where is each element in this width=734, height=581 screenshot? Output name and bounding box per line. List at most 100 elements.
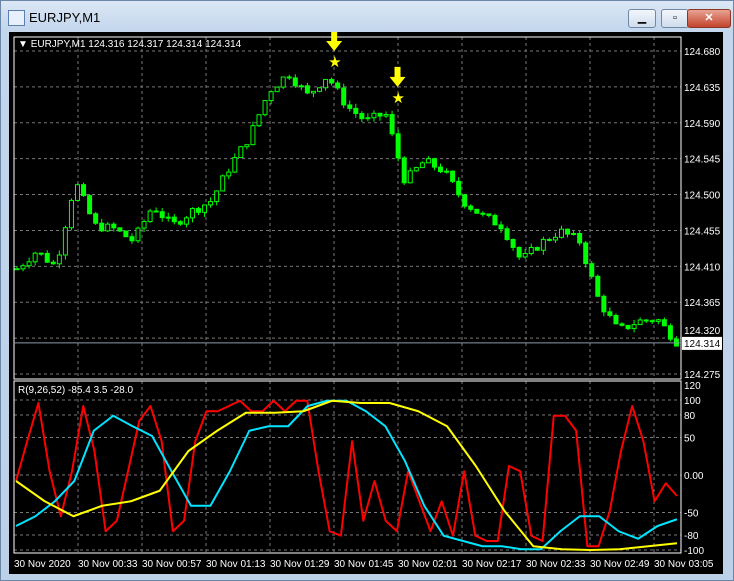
candle (250, 125, 256, 146)
candle (577, 232, 583, 244)
indicator-tick-label: -80 (684, 531, 699, 542)
candle (14, 268, 20, 271)
down-arrow-icon (326, 30, 343, 51)
window-title: EURJPY,M1 (29, 10, 101, 25)
star-icon: ★ (328, 54, 341, 71)
price-tick-label: 124.680 (684, 47, 721, 58)
main-header: ▼ EURJPY,M1 124.316 124.317 124.314 124.… (18, 39, 242, 50)
candle (456, 180, 462, 196)
candle (32, 252, 38, 263)
candle (62, 227, 68, 256)
candle (444, 170, 450, 173)
candle (214, 190, 220, 203)
candle (516, 246, 522, 258)
candle (274, 86, 280, 93)
candle (419, 162, 425, 169)
candle (565, 228, 571, 235)
candle (87, 195, 93, 215)
maximize-button[interactable]: ▫ (661, 9, 689, 28)
candle (492, 214, 498, 226)
candle (304, 85, 310, 94)
candle (75, 184, 80, 201)
candle (238, 146, 244, 159)
price-tick-label: 124.635 (684, 83, 721, 94)
candle (371, 112, 377, 119)
candle (81, 184, 87, 197)
candle (123, 230, 129, 238)
indicator-tick-label: 0.00 (684, 471, 704, 482)
candle (335, 82, 341, 89)
price-tick-label: 124.320 (684, 326, 721, 337)
star-icon: ★ (392, 90, 405, 107)
candle (595, 275, 601, 297)
candle (504, 228, 510, 241)
candle (383, 114, 389, 117)
candle (317, 87, 322, 92)
candle (329, 78, 335, 84)
candle (649, 320, 655, 323)
candle (38, 252, 44, 255)
time-label: 30 Nov 01:45 (334, 559, 394, 570)
down-arrow-icon (389, 66, 406, 87)
candle (99, 222, 105, 232)
candle (147, 210, 153, 223)
candle (552, 236, 558, 241)
candle (631, 324, 637, 330)
time-label: 30 Nov 01:29 (270, 559, 330, 570)
indicator-line-2 (15, 399, 678, 551)
candle (546, 238, 552, 241)
price-tick-label: 124.410 (684, 262, 721, 273)
candle (189, 208, 195, 219)
candle (401, 157, 407, 184)
candle (226, 171, 232, 177)
candle (528, 246, 534, 255)
candle (286, 76, 292, 79)
current-price-box (682, 336, 722, 350)
candle (583, 242, 589, 265)
time-label: 30 Nov 00:33 (78, 559, 138, 570)
candle (607, 311, 613, 316)
candle (571, 232, 577, 235)
candle (165, 216, 171, 219)
time-label: 30 Nov 02:01 (398, 559, 458, 570)
candle (413, 167, 419, 172)
chart-svg[interactable]: ★ ★ 124.680 124.635 124.590 124.545 124.500 124… (9, 30, 723, 574)
candle (625, 324, 631, 330)
minimize-button[interactable]: ▁ (628, 9, 656, 28)
candle (68, 199, 74, 229)
candle (56, 254, 62, 265)
candle (153, 210, 159, 213)
candle (619, 323, 625, 326)
candle (353, 107, 359, 115)
candle (498, 224, 504, 230)
indicator-tick-label: -50 (684, 509, 699, 520)
candle (93, 213, 99, 224)
close-button[interactable]: ✕ (687, 9, 731, 28)
candle (256, 114, 262, 127)
candle (559, 228, 564, 238)
time-label: 30 Nov 00:57 (142, 559, 202, 570)
time-label: 30 Nov 02:49 (590, 559, 650, 570)
chart-window-icon (8, 10, 25, 26)
candle (438, 166, 443, 173)
time-label: 30 Nov 02:33 (526, 559, 586, 570)
candle (117, 227, 123, 232)
candle (44, 252, 50, 263)
indicator-tick-label: 50 (684, 434, 696, 445)
chart-area[interactable]: ★ ★ 124.680 124.635 124.590 124.545 124.500 124… (9, 30, 723, 574)
candle (655, 319, 661, 322)
candle (365, 117, 371, 120)
candle (268, 91, 274, 102)
price-tick-label: 124.545 (684, 155, 721, 166)
price-tick-label: 124.500 (684, 191, 721, 202)
candle (202, 204, 208, 213)
candle (232, 157, 238, 173)
candle (347, 104, 353, 109)
candle (26, 261, 32, 267)
candle (244, 144, 250, 148)
indicator-header: R(9,26,52) -85.4 3.5 -28.0 (18, 385, 134, 396)
candle (141, 221, 147, 229)
candle (196, 208, 201, 213)
indicator-line-0 (15, 399, 678, 548)
